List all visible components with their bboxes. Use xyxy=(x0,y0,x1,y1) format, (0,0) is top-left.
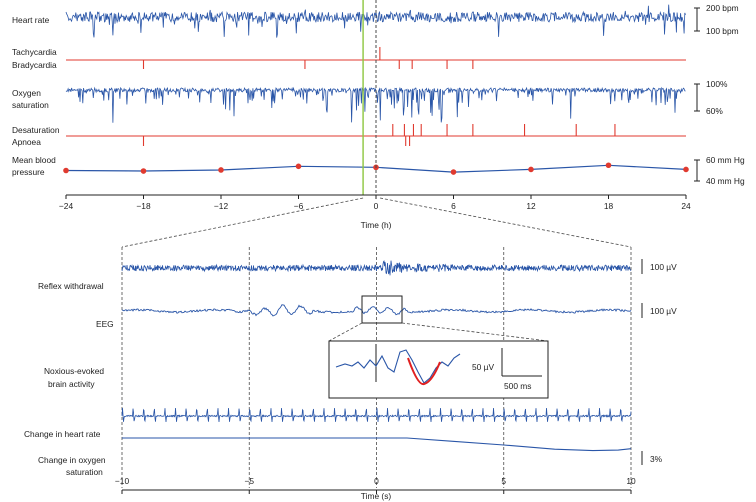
inset-time-scale: 500 ms xyxy=(504,381,531,391)
bottom-panel: Reflex withdrawal EEG Noxious-evoked bra… xyxy=(24,247,677,501)
top-x-label: Time (h) xyxy=(361,220,392,230)
scale-hr-low: 100 bpm xyxy=(706,26,739,36)
top-tick-label: −6 xyxy=(294,201,304,211)
label-oxygen-1: Oxygen xyxy=(12,88,41,98)
inset-frame xyxy=(328,340,549,399)
label-hr-change: Change in heart rate xyxy=(24,429,101,439)
scale-spo2-low: 60% xyxy=(706,106,723,116)
label-noxious-1: Noxious-evoked xyxy=(44,366,104,376)
eeg-highlight-box xyxy=(361,295,403,324)
noxious-evoked-inset: 50 µV 500 ms xyxy=(328,340,549,399)
top-tick-label: 18 xyxy=(604,201,614,211)
top-tick-label: 12 xyxy=(526,201,536,211)
top-tick-label: −24 xyxy=(59,201,74,211)
label-noxious-2: brain activity xyxy=(48,379,95,389)
top-x-ticks: −24 −18 −12 −6 0 6 12 18 24 xyxy=(59,195,691,211)
map-point xyxy=(683,166,689,173)
label-eeg: EEG xyxy=(96,319,114,329)
scale-spo2: 3% xyxy=(650,454,663,464)
bottom-tick-label: 5 xyxy=(501,476,506,486)
event-markers xyxy=(142,47,616,146)
bottom-x-ticks: −10 −5 0 5 10 xyxy=(115,476,636,494)
oxygen-saturation-trace xyxy=(65,86,686,123)
map-point xyxy=(63,167,69,174)
inset-amp-scale: 50 µV xyxy=(472,362,494,372)
map-point xyxy=(140,168,147,174)
scale-eeg: 100 µV xyxy=(650,306,677,316)
map-point xyxy=(528,166,534,173)
label-oxygen-2: saturation xyxy=(12,100,49,110)
inset-template-fit xyxy=(407,357,441,386)
top-tick-label: −12 xyxy=(214,201,229,211)
inset-connector-right xyxy=(401,322,549,342)
map-point xyxy=(450,169,457,175)
zoom-connector-right xyxy=(379,197,632,248)
map-point xyxy=(605,162,612,169)
inset-connector-left xyxy=(328,322,363,342)
label-spo2-change-2: saturation xyxy=(66,467,103,477)
map-series-points xyxy=(63,162,689,175)
top-panel: Heart rate Tachycardia Bradycardia Oxyge… xyxy=(12,0,745,230)
label-map-1: Mean blood xyxy=(12,155,56,165)
bottom-tick-label: 0 xyxy=(374,476,379,486)
bottom-tick-label: 10 xyxy=(626,476,636,486)
label-apnoea: Apnoea xyxy=(12,137,41,147)
scale-emg: 100 µV xyxy=(650,262,677,272)
label-spo2-change-1: Change in oxygen xyxy=(38,455,106,465)
scale-map-low: 40 mm Hg xyxy=(706,176,745,186)
map-point xyxy=(295,163,302,170)
bottom-tick-label: −5 xyxy=(244,476,254,486)
scale-map-high: 60 mm Hg xyxy=(706,155,745,165)
bottom-x-label: Time (s) xyxy=(361,491,392,501)
spo2-change-trace xyxy=(122,437,632,452)
label-desaturation: Desaturation xyxy=(12,125,60,135)
label-tachycardia: Tachycardia xyxy=(12,47,57,57)
label-map-2: pressure xyxy=(12,167,45,177)
scale-hr-high: 200 bpm xyxy=(706,3,739,13)
scale-spo2-high: 100% xyxy=(706,79,728,89)
top-tick-label: −18 xyxy=(136,201,151,211)
top-tick-label: 24 xyxy=(681,201,691,211)
top-scale-bars xyxy=(694,7,700,182)
heart-rate-change-trace xyxy=(121,407,632,423)
top-tick-label: 6 xyxy=(451,201,456,211)
top-tick-label: 0 xyxy=(374,201,379,211)
label-reflex: Reflex withdrawal xyxy=(38,281,104,291)
reflex-withdrawal-trace xyxy=(121,260,632,276)
bottom-tick-label: −10 xyxy=(115,476,130,486)
zoom-connector-left xyxy=(121,197,364,248)
heart-rate-trace xyxy=(65,4,686,38)
eeg-trace xyxy=(121,304,632,317)
label-bradycardia: Bradycardia xyxy=(12,60,57,70)
map-point xyxy=(218,167,224,173)
label-heart-rate: Heart rate xyxy=(12,15,50,25)
